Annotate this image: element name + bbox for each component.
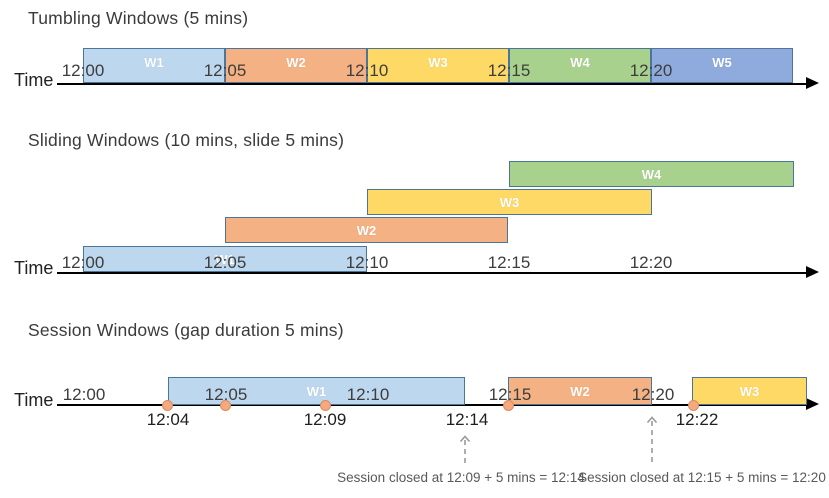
sliding-section-title: Sliding Windows (10 mins, slide 5 mins)	[28, 130, 345, 150]
tumbling-window-bar-w5: W5	[651, 48, 793, 83]
window-label: W2	[570, 383, 590, 399]
tumbling-tick-1205: 12:05	[203, 61, 247, 80]
event-dot-1205	[220, 400, 231, 411]
session-tick-1215: 12:15	[488, 385, 532, 404]
sliding-window-bar-w4: W4	[509, 161, 794, 187]
window-label: W4	[641, 166, 662, 182]
tumbling-window-bar-w1: W1	[83, 48, 225, 83]
event-dot-1204	[162, 400, 173, 411]
sliding-tick-1205: 12:05	[203, 253, 247, 272]
window-label: W2	[356, 222, 377, 238]
tumbling-window-bar-w3: W3	[367, 48, 509, 83]
tumbling-window-bar-w2: W2	[225, 48, 367, 83]
session-section-title: Session Windows (gap duration 5 mins)	[28, 320, 344, 340]
tumbling-axis-arrowhead-icon	[806, 77, 819, 89]
window-label: W4	[570, 55, 590, 70]
tumbling-window-bar-w4: W4	[509, 48, 651, 83]
tumbling-tick-1200: 12:00	[61, 61, 105, 80]
session-window-bar-w2: W2	[508, 377, 652, 405]
window-label: W1	[144, 55, 164, 70]
sliding-tick-1200: 12:00	[61, 253, 105, 272]
window-label: W3	[739, 383, 760, 399]
window-label: W3	[499, 194, 520, 210]
window-label: W5	[712, 55, 732, 70]
tumbling-tick-1215: 12:15	[487, 61, 531, 80]
event-time-label-1222: 12:22	[675, 410, 719, 429]
session-tick-1220: 12:20	[631, 385, 675, 404]
sliding-axis-arrowhead-icon	[806, 266, 819, 278]
session-tick-1200: 12:00	[62, 385, 106, 404]
session-tick-1205: 12:05	[204, 385, 248, 404]
session-close-annotation-1: Session closed at 12:09 + 5 mins = 12:14	[337, 470, 585, 485]
window-label: W1	[306, 383, 327, 399]
session-close-arrow-icon	[646, 416, 658, 464]
sliding-window-bar-w2: W2	[225, 217, 508, 243]
window-label: W3	[428, 55, 448, 70]
sliding-window-bar-w3: W3	[367, 189, 652, 215]
session-close-annotation-2: Session closed at 12:15 + 5 mins = 12:20	[578, 470, 826, 485]
sliding-tick-1215: 12:15	[487, 253, 531, 272]
sliding-time-axis-label: Time	[14, 258, 54, 278]
sliding-tick-1210: 12:10	[345, 253, 389, 272]
session-tick-1210: 12:10	[346, 385, 390, 404]
tumbling-time-axis-label: Time	[14, 70, 54, 90]
window-label: W2	[286, 55, 306, 70]
session-window-bar-w1: W1	[168, 377, 465, 405]
event-dot-1222	[688, 400, 699, 411]
sliding-axis-line	[57, 272, 809, 274]
event-dot-1209	[320, 400, 331, 411]
session-window-bar-w3: W3	[692, 377, 807, 405]
tumbling-axis-line	[57, 83, 809, 85]
tumbling-tick-1220: 12:20	[629, 61, 673, 80]
session-axis-line	[57, 404, 809, 406]
event-time-label-1204: 12:04	[146, 410, 190, 429]
event-dot-1215	[503, 400, 514, 411]
event-time-label-1209: 12:09	[303, 410, 347, 429]
sliding-window-bar-w1: W1	[83, 246, 367, 272]
tumbling-tick-1210: 12:10	[345, 61, 389, 80]
sliding-tick-1220: 12:20	[629, 253, 673, 272]
window-label: W1	[215, 251, 235, 267]
session-time-axis-label: Time	[14, 390, 54, 410]
tumbling-section-title: Tumbling Windows (5 mins)	[28, 8, 249, 28]
session-axis-arrowhead-icon	[806, 398, 819, 410]
session-close-arrow-icon	[459, 435, 471, 464]
event-time-label-1214: 12:14	[445, 410, 489, 429]
